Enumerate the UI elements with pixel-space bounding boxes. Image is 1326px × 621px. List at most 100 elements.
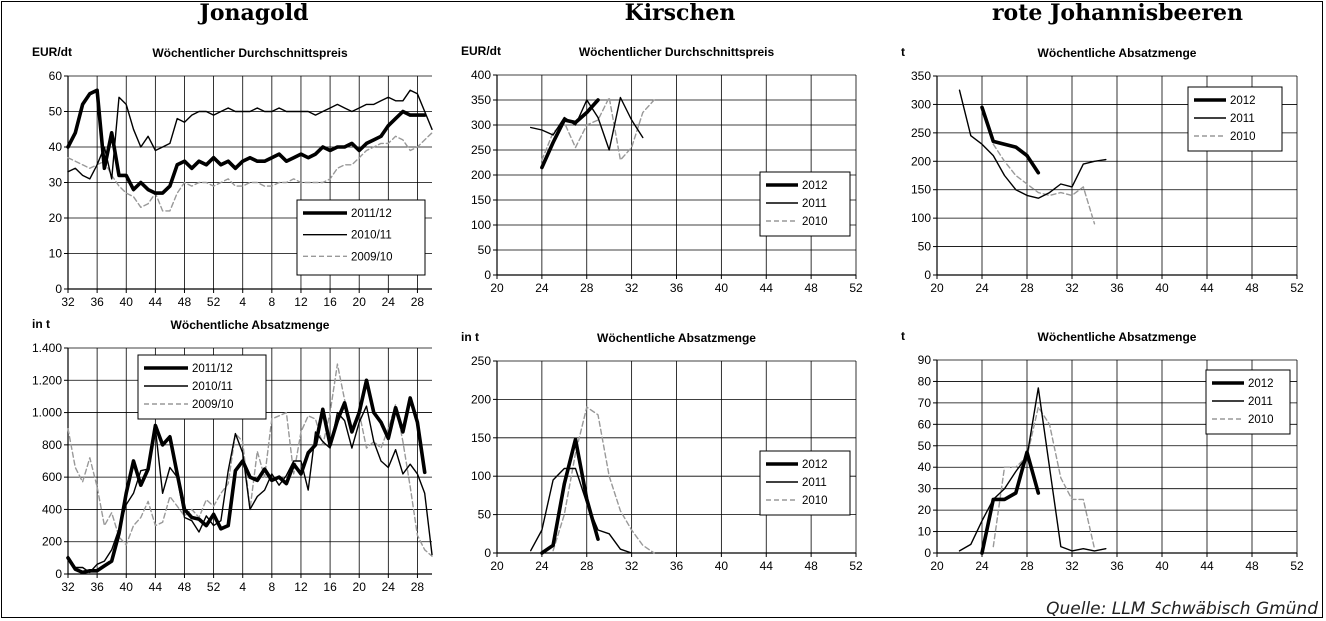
legend-label: 2012 bbox=[1248, 378, 1274, 390]
legend-label: 2010 bbox=[1248, 414, 1274, 426]
y-tick-label: 0 bbox=[55, 282, 62, 296]
x-tick-label: 28 bbox=[411, 580, 425, 594]
x-tick-label: 12 bbox=[294, 295, 308, 309]
legend-label: 2009/10 bbox=[192, 399, 234, 411]
x-tick-label: 48 bbox=[178, 295, 192, 309]
legend-label: 2010 bbox=[802, 495, 828, 507]
legend-box bbox=[759, 171, 851, 237]
y-tick-label: 250 bbox=[911, 126, 931, 140]
chart-5: 0 10 20 30 40 50 60 70 80 90 20 24 28 32 36 40 44 48 52 t Wö… bbox=[901, 329, 1304, 573]
x-tick-label: 44 bbox=[760, 281, 774, 295]
legend-label: 2011 bbox=[1248, 396, 1273, 408]
x-tick-label: 40 bbox=[1155, 559, 1169, 573]
x-tick-label: 32 bbox=[625, 281, 639, 295]
x-tick-label: 48 bbox=[804, 559, 818, 573]
x-tick-label: 24 bbox=[535, 281, 549, 295]
y-tick-label: 50 bbox=[49, 105, 63, 119]
x-tick-label: 16 bbox=[323, 295, 337, 309]
y-tick-label: 40 bbox=[49, 140, 63, 154]
x-tick-label: 24 bbox=[382, 580, 396, 594]
legend-label: 2009/10 bbox=[351, 251, 393, 263]
legend-box bbox=[1187, 86, 1283, 152]
x-tick-label: 36 bbox=[90, 295, 104, 309]
y-tick-label: 200 bbox=[471, 392, 491, 406]
x-tick-label: 40 bbox=[715, 559, 729, 573]
series-line-2010 bbox=[552, 406, 655, 554]
legend-label: 2011/12 bbox=[192, 363, 233, 375]
series-line-2011 bbox=[958, 387, 1107, 552]
x-tick-label: 40 bbox=[1155, 281, 1169, 295]
x-tick-label: 32 bbox=[1065, 281, 1079, 295]
legend-box bbox=[137, 354, 267, 420]
y-tick-label: 1.000 bbox=[32, 406, 62, 420]
y-tick-label: 100 bbox=[471, 469, 491, 483]
y-tick-label: 10 bbox=[918, 525, 932, 539]
x-tick-label: 52 bbox=[1290, 281, 1304, 295]
panel-title-johannisbeeren: rote Johannisbeeren bbox=[991, 0, 1244, 26]
x-tick-label: 4 bbox=[239, 580, 246, 594]
y-tick-label: 60 bbox=[49, 69, 63, 83]
series-line-2011-12 bbox=[66, 88, 427, 195]
y-tick-label: 30 bbox=[918, 482, 932, 496]
series-line-2011 bbox=[530, 467, 633, 554]
series-line-2012 bbox=[540, 437, 600, 555]
x-tick-label: 20 bbox=[490, 281, 504, 295]
y-unit-label: t bbox=[901, 329, 905, 343]
series-line-2010 bbox=[992, 406, 1096, 550]
x-tick-label: 28 bbox=[1020, 559, 1034, 573]
y-tick-label: 50 bbox=[478, 508, 492, 522]
y-tick-label: 0 bbox=[484, 546, 491, 560]
y-tick-label: 50 bbox=[918, 439, 932, 453]
x-tick-label: 32 bbox=[61, 295, 75, 309]
y-tick-label: 1.200 bbox=[32, 373, 62, 387]
x-tick-label: 52 bbox=[207, 580, 221, 594]
y-tick-label: 100 bbox=[471, 218, 491, 232]
series-line-2011-12 bbox=[66, 378, 427, 575]
x-tick-label: 8 bbox=[268, 580, 275, 594]
legend-label: 2012 bbox=[802, 180, 828, 192]
x-tick-label: 44 bbox=[149, 580, 163, 594]
chart-subtitle: Wöchentliche Absatzmenge bbox=[1038, 46, 1197, 60]
y-unit-label: in t bbox=[461, 330, 479, 344]
x-tick-label: 52 bbox=[849, 559, 863, 573]
y-tick-label: 200 bbox=[471, 168, 491, 182]
x-tick-label: 20 bbox=[930, 281, 944, 295]
legend-label: 2010/11 bbox=[192, 381, 233, 393]
y-tick-label: 90 bbox=[918, 353, 932, 367]
legend-label: 2011 bbox=[1230, 113, 1255, 125]
x-tick-label: 20 bbox=[353, 295, 367, 309]
x-tick-label: 8 bbox=[268, 295, 275, 309]
x-tick-label: 52 bbox=[1290, 559, 1304, 573]
chart-subtitle: Wöchentlicher Durchschnittspreis bbox=[152, 46, 348, 60]
y-tick-label: 150 bbox=[471, 431, 491, 445]
y-unit-label: t bbox=[901, 45, 905, 59]
x-tick-label: 16 bbox=[323, 580, 337, 594]
x-tick-label: 28 bbox=[580, 559, 594, 573]
x-tick-label: 12 bbox=[294, 580, 308, 594]
chart-subtitle: Wöchentliche Absatzmenge bbox=[597, 331, 756, 345]
legend-label: 2010 bbox=[802, 216, 828, 228]
legend-label: 2012 bbox=[802, 459, 828, 471]
x-tick-label: 32 bbox=[1065, 559, 1079, 573]
series-line-2009-10 bbox=[67, 132, 433, 212]
x-tick-label: 24 bbox=[382, 295, 396, 309]
series-line-2012 bbox=[540, 98, 600, 170]
y-tick-label: 300 bbox=[471, 118, 491, 132]
series-line-2011 bbox=[530, 96, 644, 151]
x-tick-label: 28 bbox=[580, 281, 594, 295]
x-tick-label: 32 bbox=[625, 559, 639, 573]
x-tick-label: 44 bbox=[1200, 559, 1214, 573]
y-tick-label: 70 bbox=[918, 396, 932, 410]
y-tick-label: 250 bbox=[471, 143, 491, 157]
y-tick-label: 0 bbox=[55, 567, 62, 581]
x-tick-label: 20 bbox=[490, 559, 504, 573]
x-tick-label: 24 bbox=[535, 559, 549, 573]
y-tick-label: 350 bbox=[471, 93, 491, 107]
x-tick-label: 52 bbox=[207, 295, 221, 309]
y-tick-label: 40 bbox=[918, 460, 932, 474]
legend-label: 2012 bbox=[1230, 95, 1256, 107]
x-tick-label: 20 bbox=[353, 580, 367, 594]
legend-box bbox=[759, 450, 851, 516]
